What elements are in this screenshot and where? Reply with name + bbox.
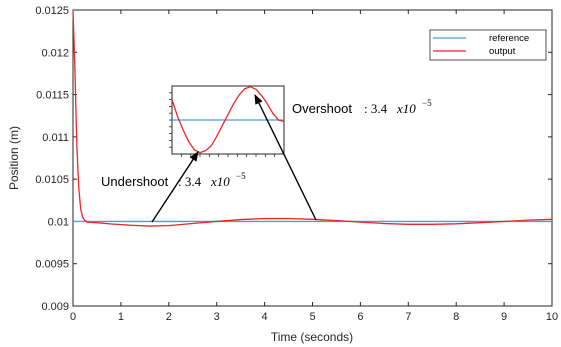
- x-tick-label: 0: [70, 311, 76, 323]
- inset-tick-marks: [169, 92, 276, 157]
- axes-ticks: 0 1 2 3 4 5 6 7 8 9 10 0.009 0.0095 0.01 0.0105 0.011 0.…: [35, 5, 558, 323]
- undershoot-label: Undershoot: [101, 174, 169, 189]
- legend-label-output: output: [489, 46, 516, 57]
- x-axis-label: Time (seconds): [271, 330, 353, 344]
- overshoot-annotation: Overshoot : 3.4 x10 −5: [292, 98, 432, 116]
- x-tick-label: 6: [357, 311, 363, 323]
- y-tick-label: 0.0115: [36, 90, 69, 102]
- y-tick-label: 0.011: [42, 132, 69, 144]
- x-tick-label: 7: [405, 311, 411, 323]
- y-tick-label: 0.01: [48, 216, 69, 228]
- overshoot-exponent: −5: [422, 98, 432, 108]
- inset-output-line: [171, 85, 285, 154]
- undershoot-annotation: Undershoot : 3.4 x10 −5: [101, 171, 246, 189]
- x-tick-label: 3: [214, 311, 220, 323]
- y-tick-label: 0.0125: [35, 5, 69, 17]
- x-tick-label: 10: [546, 311, 558, 323]
- legend-box: [429, 29, 547, 61]
- x-tick-label: 8: [453, 311, 459, 323]
- overshoot-label: Overshoot: [292, 101, 352, 116]
- y-tick-label: 0.009: [41, 301, 69, 313]
- undershoot-value: : 3.4: [178, 174, 202, 189]
- x-tick-label: 4: [262, 311, 268, 323]
- undershoot-arrow: [151, 151, 199, 223]
- legend: reference output: [429, 29, 547, 61]
- y-tick-label: 0.012: [41, 47, 69, 59]
- y-tick-label: 0.0105: [35, 174, 69, 186]
- undershoot-exponent: −5: [236, 171, 246, 181]
- x-tick-label: 1: [118, 311, 124, 323]
- overshoot-arrow: [254, 94, 317, 221]
- series-line-output: [72, 9, 553, 227]
- overshoot-power: x10: [396, 101, 416, 116]
- undershoot-power: x10: [210, 174, 230, 189]
- x-tick-label: 9: [501, 311, 507, 323]
- legend-label-reference: reference: [489, 33, 529, 44]
- y-tick-label: 0.0095: [35, 259, 69, 271]
- x-tick-label: 5: [309, 311, 315, 323]
- inset-zoom-plot: [169, 85, 285, 157]
- overshoot-value: : 3.4: [364, 101, 388, 116]
- x-tick-label: 2: [166, 311, 172, 323]
- y-axis-label: Position (m): [7, 126, 21, 190]
